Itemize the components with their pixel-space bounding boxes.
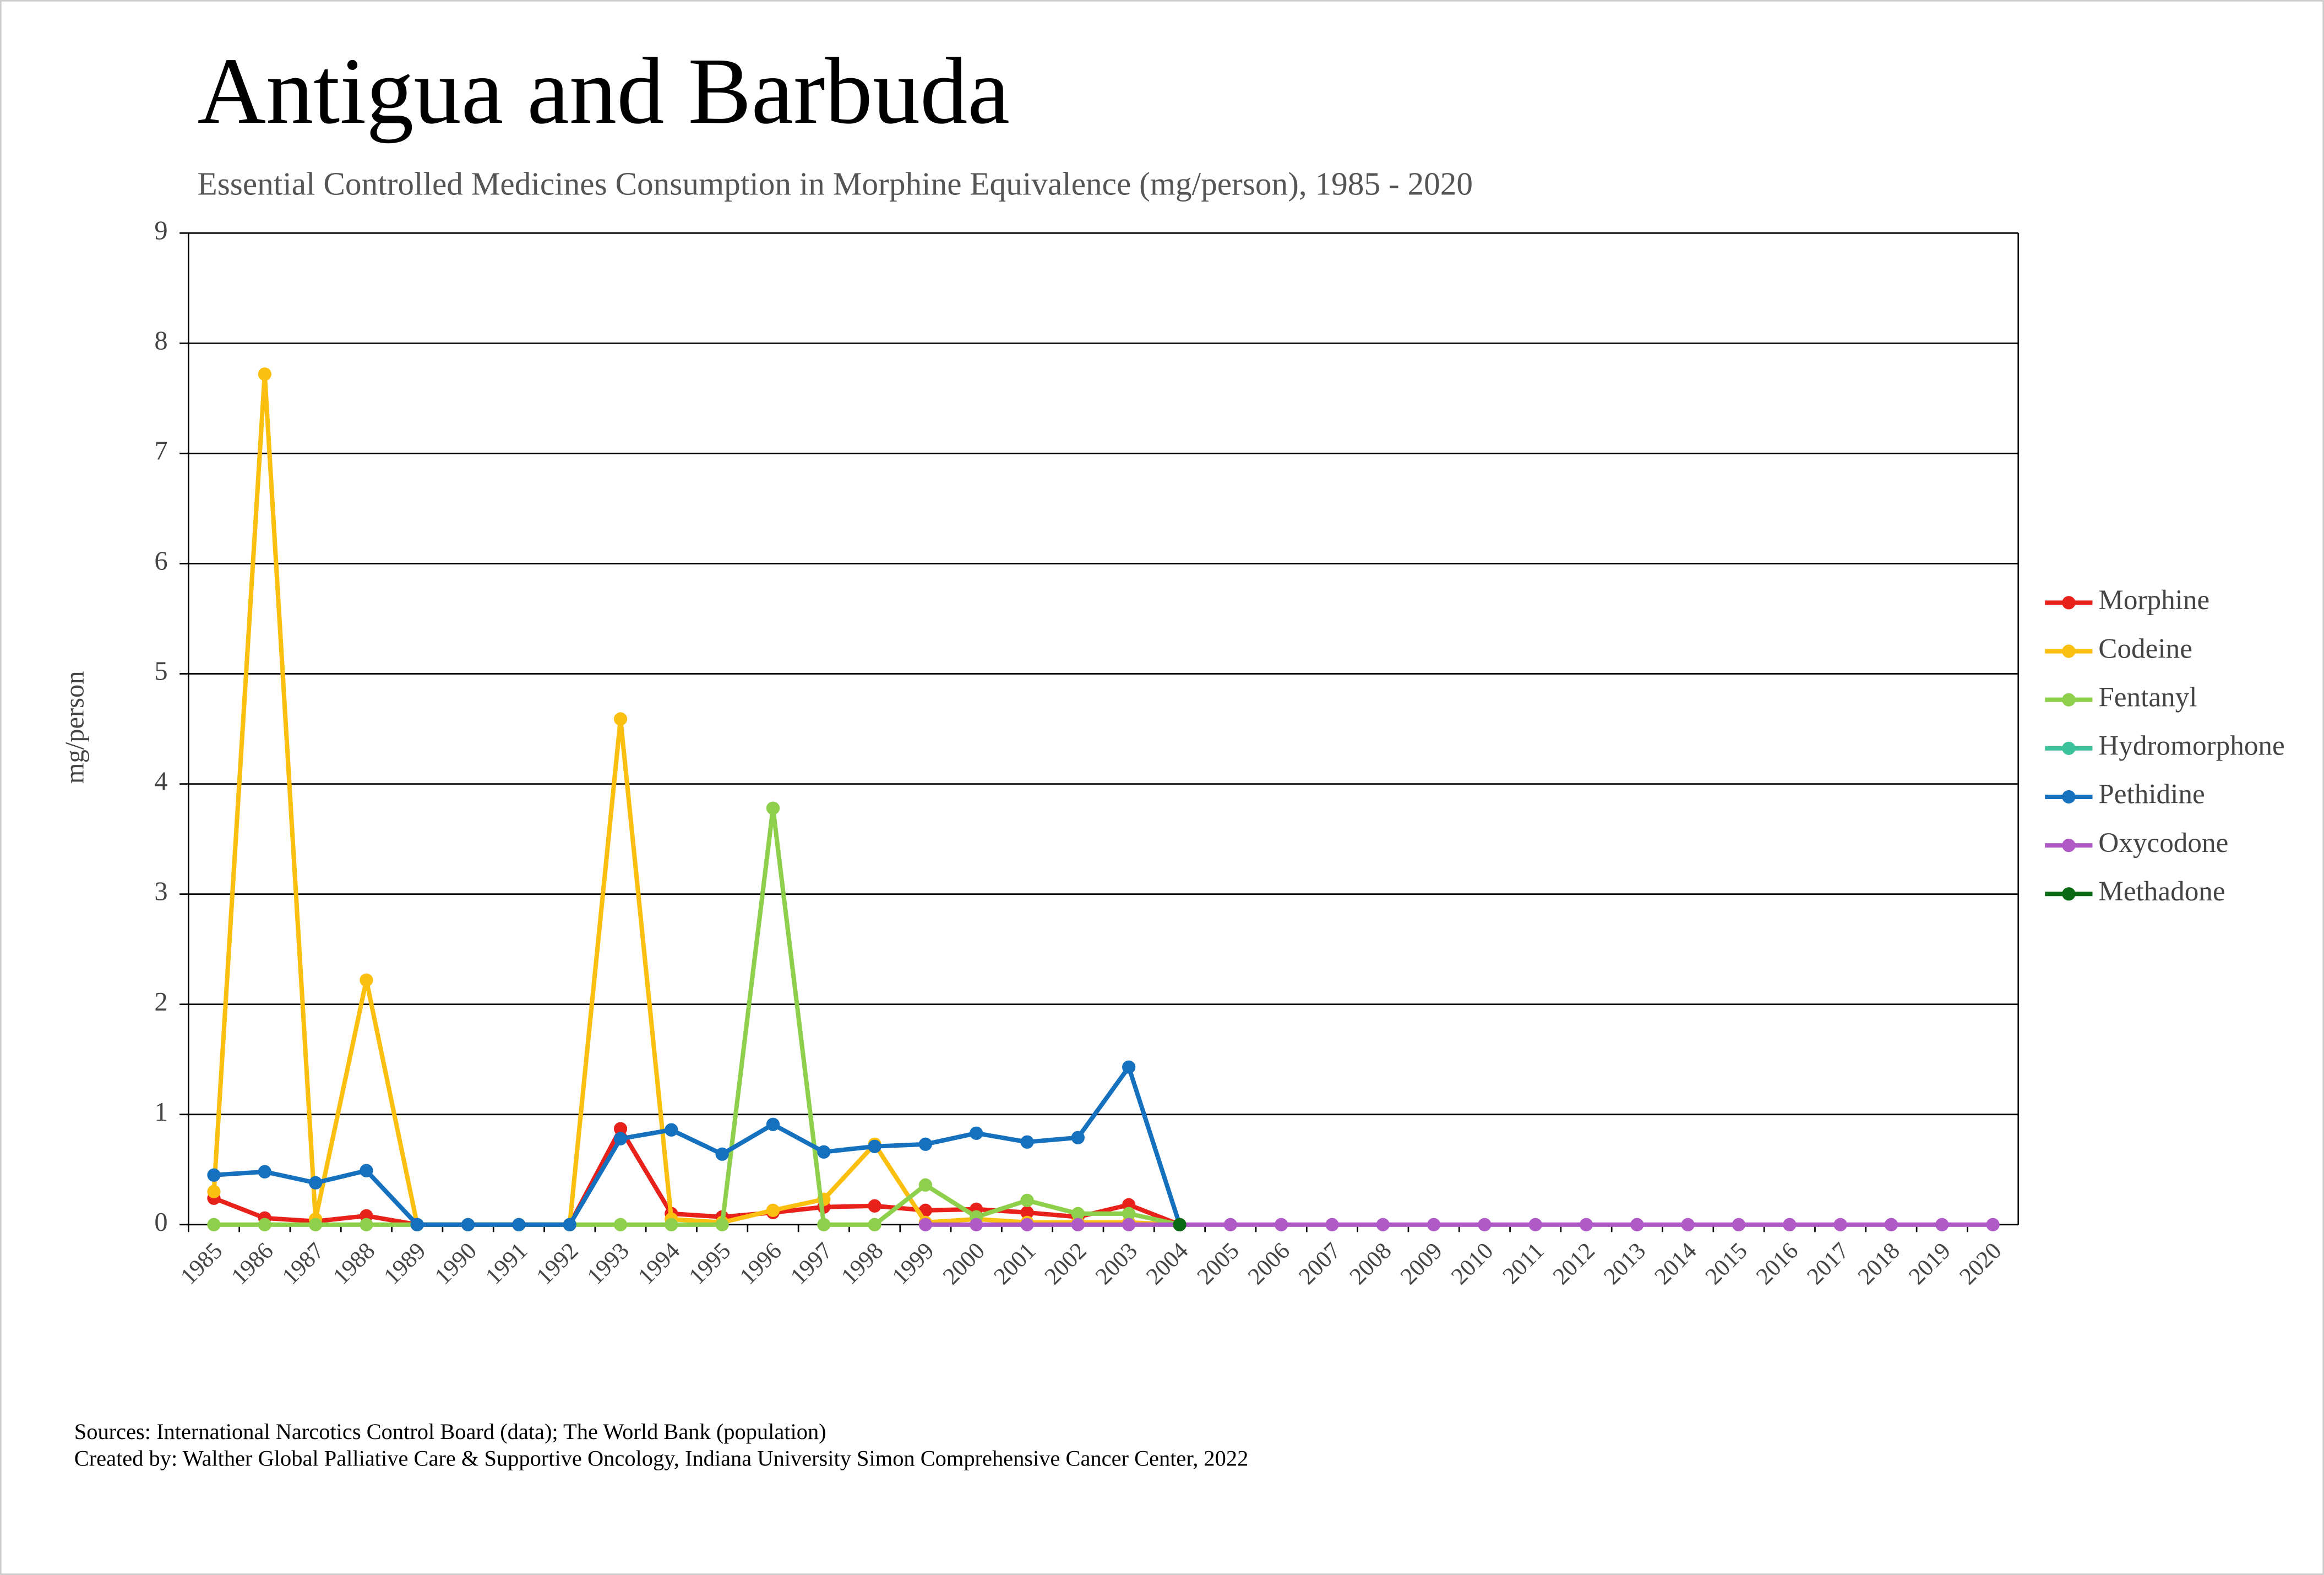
- y-tick-label: 2: [154, 987, 167, 1017]
- data-point: [1630, 1218, 1644, 1231]
- data-point: [766, 801, 780, 815]
- data-point: [1071, 1218, 1085, 1231]
- series-line: [213, 1126, 1180, 1227]
- data-point: [1528, 1218, 1542, 1231]
- data-point: [1833, 1218, 1847, 1231]
- y-tick-label: 0: [154, 1208, 167, 1237]
- legend-marker: [2062, 838, 2076, 852]
- data-point: [1020, 1218, 1034, 1231]
- data-point: [665, 1218, 678, 1231]
- data-point: [918, 1137, 933, 1151]
- data-point: [461, 1218, 475, 1231]
- data-point: [360, 1164, 373, 1177]
- data-point: [1732, 1218, 1746, 1231]
- legend-marker: [2062, 887, 2076, 901]
- legend-label: Codeine: [2098, 633, 2192, 664]
- data-point: [1223, 1218, 1237, 1231]
- y-tick-label: 4: [154, 767, 167, 796]
- y-tick-label: 3: [154, 877, 167, 906]
- y-tick-label: 1: [154, 1098, 167, 1127]
- data-point: [207, 1218, 221, 1231]
- legend-label: Morphine: [2098, 584, 2209, 616]
- data-point: [1173, 1218, 1187, 1231]
- data-point: [1579, 1218, 1593, 1231]
- data-point: [1071, 1131, 1085, 1144]
- data-point: [817, 1218, 831, 1231]
- legend-label: Methadone: [2098, 876, 2225, 907]
- y-tick-label: 7: [154, 437, 167, 466]
- data-point: [360, 973, 373, 987]
- data-point: [1122, 1060, 1136, 1074]
- data-point: [918, 1178, 933, 1192]
- data-point: [207, 1185, 221, 1198]
- data-point: [715, 1218, 729, 1231]
- legend-marker: [2062, 693, 2076, 707]
- legend-marker: [2062, 741, 2076, 755]
- data-point: [308, 1218, 323, 1231]
- data-point: [970, 1218, 983, 1231]
- y-tick-label: 5: [154, 657, 167, 686]
- footnote: Created by: Walther Global Palliative Ca…: [74, 1446, 1249, 1471]
- data-point: [613, 712, 628, 726]
- legend-label: Hydromorphone: [2098, 730, 2284, 762]
- data-point: [970, 1126, 983, 1140]
- legend-label: Pethidine: [2098, 779, 2205, 810]
- data-point: [613, 1132, 628, 1145]
- y-axis-label: mg/person: [60, 671, 89, 784]
- y-tick-label: 8: [154, 326, 167, 355]
- data-point: [613, 1218, 628, 1231]
- data-point: [512, 1218, 526, 1231]
- data-point: [1986, 1218, 2000, 1231]
- data-point: [563, 1218, 576, 1231]
- data-point: [868, 1218, 881, 1231]
- data-point: [1122, 1207, 1136, 1220]
- data-point: [1376, 1218, 1390, 1231]
- footnote: Sources: International Narcotics Control…: [74, 1419, 826, 1444]
- data-point: [1020, 1135, 1034, 1149]
- legend-label: Oxycodone: [2098, 827, 2228, 859]
- legend-marker: [2062, 790, 2076, 804]
- data-point: [766, 1203, 780, 1217]
- legend-marker: [2062, 644, 2076, 658]
- data-point: [258, 1165, 271, 1178]
- data-point: [1020, 1205, 1034, 1219]
- data-point: [360, 1218, 373, 1231]
- chart-subtitle: Essential Controlled Medicines Consumpti…: [197, 165, 1473, 202]
- data-point: [613, 1122, 628, 1136]
- legend-marker: [2062, 596, 2076, 610]
- data-point: [817, 1145, 831, 1159]
- data-point: [258, 1218, 271, 1231]
- data-point: [868, 1139, 881, 1153]
- data-point: [410, 1218, 424, 1231]
- data-point: [1783, 1218, 1797, 1231]
- data-point: [207, 1168, 221, 1182]
- data-point: [1427, 1218, 1441, 1231]
- data-point: [1020, 1193, 1034, 1207]
- data-point: [868, 1199, 881, 1213]
- data-point: [1275, 1218, 1288, 1231]
- data-point: [308, 1176, 323, 1190]
- data-point: [1681, 1218, 1695, 1231]
- data-point: [1071, 1207, 1085, 1220]
- series-line: [211, 372, 1180, 1227]
- data-point: [1478, 1218, 1492, 1231]
- data-point: [1884, 1218, 1898, 1231]
- data-point: [1122, 1218, 1136, 1231]
- y-tick-label: 6: [154, 547, 167, 576]
- data-point: [1935, 1218, 1949, 1231]
- series-line: [214, 1065, 1182, 1227]
- data-point: [665, 1123, 678, 1137]
- data-point: [918, 1218, 933, 1231]
- data-point: [1325, 1218, 1339, 1231]
- data-point: [715, 1147, 729, 1161]
- legend-label: Fentanyl: [2098, 681, 2197, 713]
- series-line: [214, 806, 1180, 1227]
- data-point: [766, 1117, 780, 1131]
- chart-title: Antigua and Barbuda: [197, 39, 1009, 144]
- data-point: [258, 367, 271, 381]
- y-tick-label: 9: [154, 216, 167, 245]
